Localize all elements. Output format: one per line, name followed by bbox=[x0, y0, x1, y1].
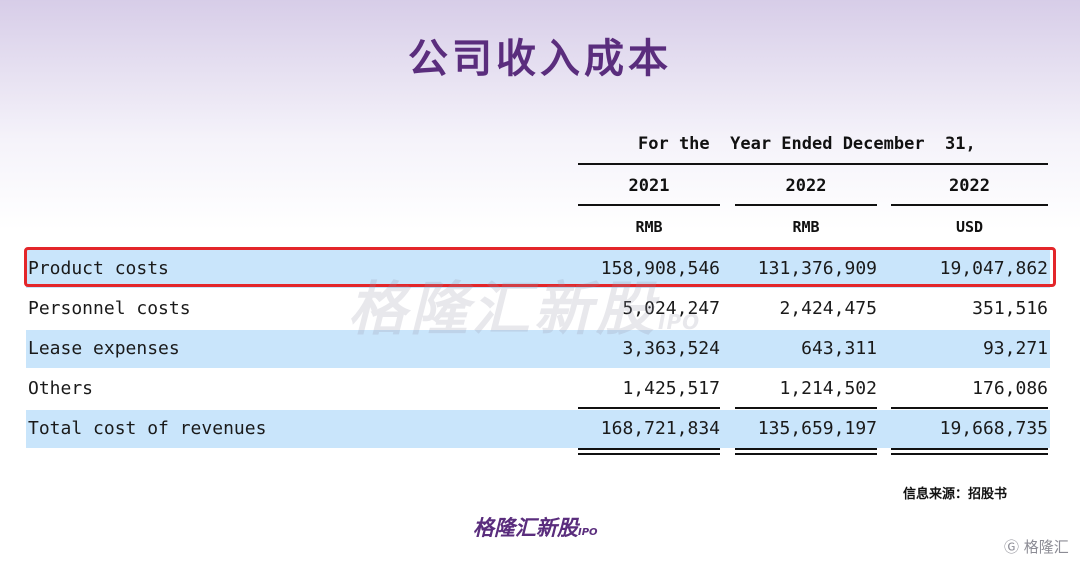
cell-2022-usd: 93,271 bbox=[982, 338, 1048, 359]
year-underline-1 bbox=[578, 204, 720, 206]
caption-underline bbox=[578, 163, 1048, 165]
year-underline-3 bbox=[891, 204, 1048, 206]
cell-2021-rmb: 1,425,517 bbox=[622, 378, 720, 399]
watermark: 格隆汇新股IPO bbox=[348, 262, 700, 346]
brand-text: 格隆汇新股 bbox=[473, 516, 578, 540]
period-caption: For the Year Ended December 31, bbox=[638, 134, 976, 154]
table-row-product-costs: Product costs 158,908,546 131,376,909 19… bbox=[26, 250, 1050, 288]
cell-2022-rmb: 135,659,197 bbox=[757, 418, 877, 439]
cell-2021-rmb: 5,024,247 bbox=[622, 298, 720, 319]
cell-2022-rmb: 643,311 bbox=[801, 338, 877, 359]
table-row-personnel-costs: Personnel costs 5,024,247 2,424,475 351,… bbox=[26, 290, 1050, 328]
total-double-line-a-1 bbox=[578, 448, 720, 450]
table-row-lease-expenses: Lease expenses 3,363,524 643,311 93,271 bbox=[26, 330, 1050, 368]
year-header-1: 2021 bbox=[628, 176, 670, 196]
cell-2022-rmb: 2,424,475 bbox=[779, 298, 877, 319]
table-row-total: Total cost of revenues 168,721,834 135,6… bbox=[26, 410, 1050, 448]
cell-2022-rmb: 1,214,502 bbox=[779, 378, 877, 399]
total-double-line-b-2 bbox=[735, 453, 877, 455]
cell-2022-usd: 351,516 bbox=[972, 298, 1048, 319]
table-row-others: Others 1,425,517 1,214,502 176,086 bbox=[26, 370, 1050, 408]
corner-watermark: Ⓖ 格隆汇 bbox=[1004, 538, 1069, 556]
cell-2022-usd: 19,668,735 bbox=[939, 418, 1048, 439]
cell-2021-rmb: 3,363,524 bbox=[622, 338, 720, 359]
total-double-line-a-3 bbox=[891, 448, 1048, 450]
total-double-line-b-3 bbox=[891, 453, 1048, 455]
year-underline-2 bbox=[735, 204, 877, 206]
row-label: Lease expenses bbox=[28, 338, 180, 359]
cell-2021-rmb: 158,908,546 bbox=[600, 258, 720, 279]
source-note: 信息来源：招股书 bbox=[903, 487, 1008, 502]
cell-2022-usd: 19,047,862 bbox=[939, 258, 1048, 279]
cell-2022-usd: 176,086 bbox=[972, 378, 1048, 399]
currency-header-2: RMB bbox=[792, 218, 820, 236]
total-double-line-a-2 bbox=[735, 448, 877, 450]
subtotal-line-1 bbox=[578, 407, 720, 409]
brand-logo: 格隆汇新股IPO bbox=[473, 512, 598, 542]
brand-suffix: IPO bbox=[578, 527, 598, 538]
row-label: Others bbox=[28, 378, 94, 399]
watermark-text: 格隆汇新股 bbox=[348, 275, 659, 343]
year-header-3: 2022 bbox=[949, 176, 990, 196]
row-label: Product costs bbox=[28, 258, 169, 279]
watermark-suffix: IPO bbox=[658, 310, 701, 334]
currency-header-3: USD bbox=[955, 218, 984, 236]
row-label: Personnel costs bbox=[28, 298, 191, 319]
row-label: Total cost of revenues bbox=[28, 418, 267, 439]
currency-header-1: RMB bbox=[635, 218, 663, 236]
highlight-box bbox=[24, 247, 1056, 287]
cell-2021-rmb: 168,721,834 bbox=[600, 418, 720, 439]
cell-2022-rmb: 131,376,909 bbox=[757, 258, 877, 279]
page-title: 公司收入成本 bbox=[408, 36, 672, 82]
year-header-2: 2022 bbox=[785, 176, 827, 196]
subtotal-line-2 bbox=[735, 407, 877, 409]
subtotal-line-3 bbox=[891, 407, 1048, 409]
total-double-line-b-1 bbox=[578, 453, 720, 455]
